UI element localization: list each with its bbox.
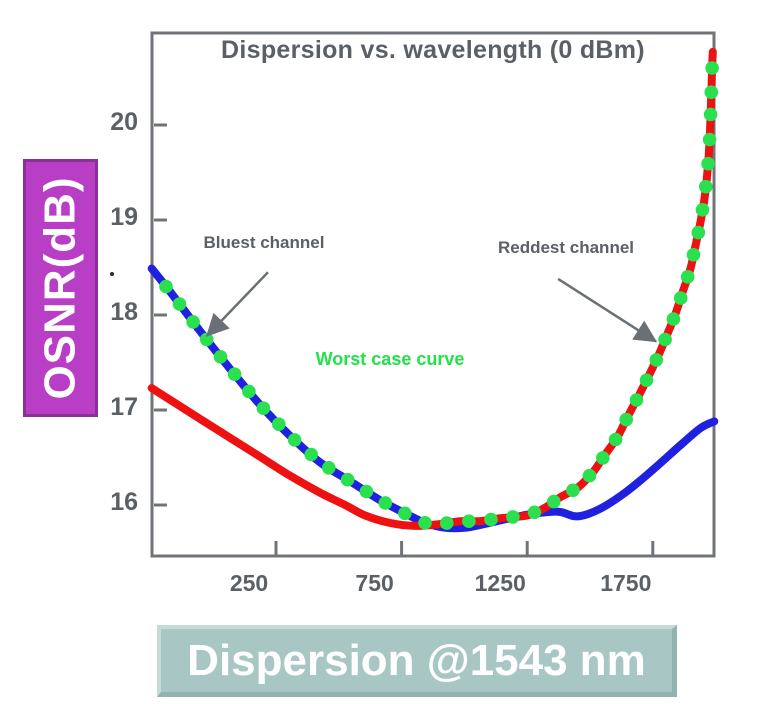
worst-case-dot [699,179,713,194]
worst-case-dot [702,132,717,147]
x-tick-label: 750 [355,570,393,596]
worst-case-dot [547,494,561,509]
chart-title: Dispersion vs. wavelength (0 dBm) [221,36,645,64]
stray-period-mark [110,272,114,276]
worst-case-dot [566,483,580,498]
worst-case-dot [287,433,302,447]
annotation-worst-case-curve: Worst case curve [315,349,465,369]
worst-case-dot [596,451,610,465]
annotation-arrow [557,277,658,343]
y-tick-label: 19 [110,203,138,231]
worst-case-dot [440,516,454,530]
y-tick-label: 17 [110,393,138,421]
worst-case-dot [418,516,432,530]
annotation-reddest-channel: Reddest channel [497,238,635,257]
annotation-arrow [206,271,269,337]
reddest-channel-curve [147,47,717,530]
worst-case-dot [704,85,719,99]
annotation-bluest-channel: Bluest channel [203,233,325,252]
worst-case-dot [359,484,374,499]
worst-case-dot [639,373,654,388]
worst-case-dot [256,401,271,416]
worst-case-dot [695,203,710,217]
worst-case-dot [172,297,187,311]
worst-case-dot [705,61,719,75]
worst-case-dots [159,61,719,530]
worst-case-dot [462,514,476,528]
worst-case-dot [629,393,644,407]
x-axis-label: Dispersion @1543 nm [187,635,646,685]
worst-case-dot [213,350,228,364]
worst-case-dot [242,384,256,399]
worst-case-dot [506,510,520,524]
worst-case-dot [159,279,173,294]
x-tick-label: 1250 [475,570,526,596]
x-axis-label-box: Dispersion @1543 nm [157,625,677,697]
worst-case-dot [658,332,672,347]
x-tick-label: 250 [230,570,268,596]
worst-case-dot [186,315,200,329]
worst-case-dot [227,367,242,382]
y-axis-label: OSNR(dB) [35,176,85,400]
worst-case-dot [691,225,706,240]
worst-case-dot [686,248,701,262]
worst-case-dot [398,506,412,521]
y-tick-label: 20 [110,108,138,136]
worst-case-dot [322,461,336,475]
worst-case-dot [619,412,633,427]
worst-case-dot [608,432,623,447]
worst-case-dot [703,107,718,122]
worst-case-dot [272,417,286,432]
worst-case-dot [701,156,715,171]
worst-case-dot [484,512,498,527]
plot-border [150,31,716,558]
x-tick-label: 1750 [600,570,651,596]
y-axis-label-box: OSNR(dB) [23,159,98,417]
y-tick-label: 16 [110,488,138,516]
worst-case-dot [680,270,695,284]
worst-case-dot [378,496,393,510]
worst-case-dot [673,291,688,305]
worst-case-dot [304,447,319,462]
bluest-channel-curve [147,264,719,533]
worst-case-dot [527,505,542,520]
worst-case-dot [340,472,355,487]
worst-case-dot [666,312,681,326]
worst-case-dot [582,468,597,483]
y-tick-label: 18 [110,298,138,326]
worst-case-dot [649,353,664,367]
